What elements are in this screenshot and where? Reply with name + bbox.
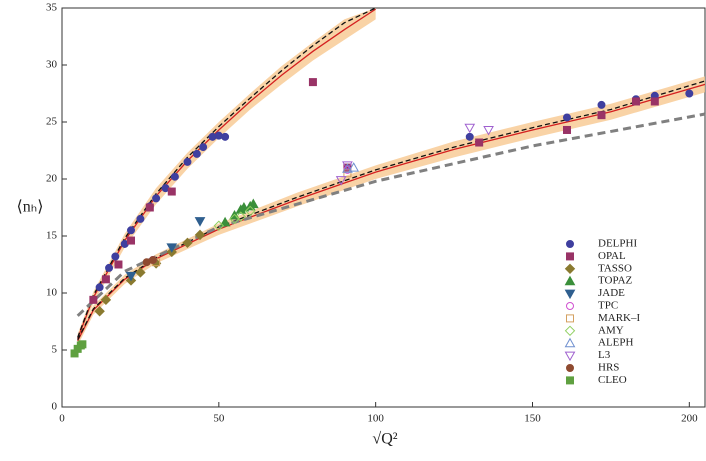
data-point [199, 143, 208, 152]
data-point [111, 252, 120, 261]
legend-symbol [564, 275, 576, 286]
x-axis-label: √Q² [372, 431, 397, 448]
data-point [244, 205, 256, 217]
data-point [145, 203, 154, 212]
data-point [136, 214, 145, 223]
legend-symbol [564, 325, 576, 337]
x-tick-label: 50 [213, 413, 225, 425]
y-tick-label: 35 [46, 2, 58, 14]
legend-label: OPAL [598, 250, 626, 262]
data-point [475, 138, 484, 147]
data-point [135, 267, 146, 278]
legend-label: CLEO [598, 374, 627, 386]
data-point [183, 157, 192, 166]
data-point [348, 162, 360, 172]
data-point [95, 283, 104, 292]
legend-label: HRS [598, 362, 619, 374]
legend-label: L3 [598, 349, 611, 361]
data-point [192, 149, 201, 158]
uncertainty-band [77, 8, 376, 344]
legend-symbol [564, 263, 576, 275]
x-tick-label: 200 [681, 413, 698, 425]
legend-label: TASSO [598, 262, 632, 274]
y-tick-label: 15 [46, 230, 58, 242]
data-point [308, 78, 317, 87]
data-point [78, 340, 87, 349]
data-point [342, 163, 353, 173]
x-tick-label: 0 [59, 413, 65, 425]
data-point [194, 229, 206, 241]
data-point [127, 236, 136, 245]
data-point [213, 220, 225, 231]
legend-symbol [564, 351, 576, 362]
legend-label: DELPHI [598, 238, 637, 250]
legend-symbol [566, 364, 574, 372]
y-tick-label: 20 [46, 173, 58, 185]
data-point [101, 275, 110, 284]
legend-label: TOPAZ [598, 275, 633, 287]
plot-frame [61, 7, 706, 408]
data-point [170, 172, 179, 181]
legend-label: JADE [598, 287, 625, 299]
data-point [219, 216, 231, 227]
y-tick-label: 0 [52, 401, 58, 413]
data-point [465, 132, 474, 141]
data-point [114, 260, 123, 269]
y-tick-label: 5 [52, 344, 58, 356]
data-point [464, 123, 476, 134]
data-point [166, 243, 178, 253]
data-point [597, 100, 606, 109]
data-point [148, 255, 157, 264]
data-point [152, 194, 161, 203]
data-point [562, 125, 571, 134]
model-curve [77, 83, 706, 342]
data-point [127, 226, 136, 235]
y-tick-label: 25 [46, 116, 58, 128]
data-point [597, 111, 606, 120]
legend-symbol [564, 289, 576, 300]
data-point [94, 306, 105, 317]
y-tick-label: 10 [46, 287, 58, 299]
x-tick-label: 100 [367, 413, 384, 425]
y-axis-label: ⟨nₕ⟩ [17, 199, 44, 216]
data-point [182, 237, 193, 249]
data-point [167, 187, 176, 196]
legend-symbol [566, 314, 574, 323]
legend-label: AMY [598, 324, 624, 336]
legend-symbol [566, 302, 574, 310]
data-point [100, 294, 112, 306]
data-point [562, 113, 571, 122]
model-curve [76, 112, 706, 317]
data-point [650, 97, 659, 106]
data-point [235, 211, 246, 222]
data-point [105, 263, 114, 272]
legend-label: MARK–I [598, 312, 641, 324]
data-point [194, 217, 206, 227]
legend-symbol [566, 240, 574, 248]
data-point [685, 89, 694, 98]
data-point [342, 161, 353, 171]
data-point [89, 295, 98, 304]
legend-label: TPC [598, 300, 618, 312]
y-tick-label: 30 [46, 59, 58, 71]
legend-label: ALEPH [598, 337, 634, 349]
legend-symbol [566, 376, 574, 385]
legend-symbol [564, 337, 576, 348]
uncertainty-band [77, 76, 706, 346]
data-point [483, 125, 494, 136]
x-tick-label: 150 [524, 413, 541, 425]
data-point [335, 176, 347, 186]
model-curve [77, 8, 377, 339]
data-point [221, 132, 230, 141]
data-point [247, 198, 259, 209]
data-point [125, 271, 137, 282]
legend-symbol [566, 252, 574, 261]
model-curve [77, 7, 376, 338]
data-point [631, 97, 640, 106]
